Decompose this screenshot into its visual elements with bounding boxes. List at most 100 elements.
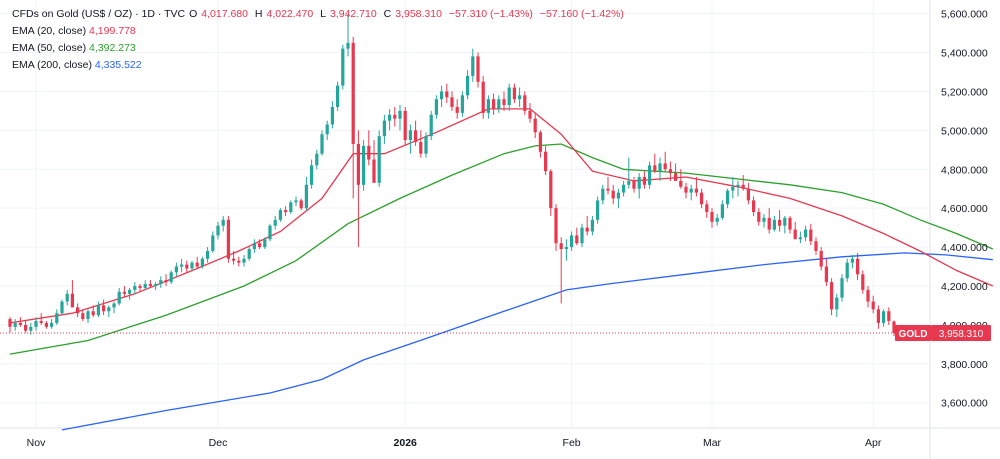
candle-body bbox=[512, 87, 517, 100]
candle bbox=[179, 258, 184, 273]
candle bbox=[601, 184, 605, 205]
candle-body bbox=[257, 243, 262, 248]
candle bbox=[481, 75, 485, 119]
candle bbox=[81, 309, 85, 321]
candle-body bbox=[44, 322, 49, 327]
candle-body bbox=[65, 293, 69, 302]
candle bbox=[835, 293, 839, 318]
candle-body bbox=[892, 321, 896, 334]
y-tick-label: 4,200.000 bbox=[941, 281, 988, 293]
candle bbox=[361, 140, 366, 191]
last-price-text: 3,958.310 bbox=[939, 329, 984, 340]
close-value: 3,958.310 bbox=[395, 8, 442, 20]
candle-body bbox=[465, 75, 470, 96]
candle bbox=[705, 200, 709, 218]
low-label: L bbox=[320, 8, 326, 20]
candle bbox=[330, 101, 335, 129]
candle bbox=[429, 110, 433, 141]
candle-body bbox=[835, 297, 839, 310]
candle bbox=[798, 231, 803, 244]
candle bbox=[424, 132, 428, 158]
candle bbox=[876, 305, 881, 329]
legend-ema50[interactable]: EMA (50, close) 4,392.273 bbox=[12, 40, 628, 57]
candle-body bbox=[673, 173, 678, 181]
candle bbox=[476, 52, 480, 88]
candle-body bbox=[112, 303, 116, 308]
candle bbox=[502, 91, 506, 111]
close-label: C bbox=[383, 8, 392, 20]
candle-body bbox=[315, 153, 319, 166]
candle-body bbox=[169, 272, 173, 283]
candle bbox=[387, 108, 392, 131]
candle bbox=[590, 215, 595, 236]
candle-body bbox=[564, 247, 569, 250]
candle bbox=[689, 184, 693, 201]
candle-body bbox=[429, 114, 433, 137]
candle bbox=[616, 188, 621, 209]
candle bbox=[559, 237, 563, 304]
candle bbox=[112, 301, 116, 314]
candle-body bbox=[237, 260, 241, 263]
y-tick-label: 3,600.000 bbox=[941, 398, 988, 410]
candle bbox=[122, 285, 127, 298]
candle-body bbox=[887, 311, 891, 321]
candle-body bbox=[361, 145, 366, 185]
candle-body bbox=[772, 219, 777, 230]
candle-body bbox=[809, 229, 813, 242]
candle-body bbox=[231, 258, 236, 261]
candle bbox=[465, 70, 470, 100]
candle-body bbox=[762, 217, 766, 222]
candle bbox=[632, 177, 636, 193]
candle-body bbox=[731, 186, 735, 191]
candle bbox=[736, 180, 740, 197]
candle-body bbox=[122, 291, 127, 294]
candle bbox=[845, 258, 849, 283]
candle-body bbox=[29, 326, 33, 331]
candle bbox=[398, 105, 402, 131]
legend-ema20[interactable]: EMA (20, close) 4,199.778 bbox=[12, 23, 628, 40]
candle-body bbox=[840, 278, 844, 298]
candle bbox=[309, 159, 314, 189]
candle bbox=[881, 309, 886, 327]
candle-body bbox=[159, 280, 163, 285]
candle bbox=[200, 256, 205, 269]
candle bbox=[751, 196, 756, 216]
candle-body bbox=[320, 134, 324, 154]
candle-body bbox=[554, 208, 558, 244]
candle bbox=[190, 260, 194, 271]
open-value: 4,017.680 bbox=[201, 8, 248, 20]
candle-body bbox=[871, 301, 875, 310]
legend-ema200[interactable]: EMA (200, close) 4,335.522 bbox=[12, 57, 628, 74]
candle bbox=[606, 177, 610, 195]
candle-body bbox=[153, 284, 158, 286]
candle bbox=[814, 237, 818, 255]
y-tick-label: 4,600.000 bbox=[941, 203, 988, 215]
candle-body bbox=[13, 322, 17, 327]
candle bbox=[346, 13, 350, 57]
candle-body bbox=[325, 124, 329, 135]
change-value: −57.310 (−1.43%) bbox=[448, 8, 533, 20]
candle bbox=[294, 196, 298, 207]
candle bbox=[450, 91, 454, 111]
legend-header: CFDs on Gold (US$ / OZ) · 1D · TVC O 4,017… bbox=[12, 6, 628, 23]
candle bbox=[850, 254, 855, 269]
candle bbox=[699, 188, 704, 209]
candle bbox=[34, 317, 38, 331]
candle bbox=[75, 303, 80, 318]
candle-body bbox=[616, 192, 621, 199]
candle-body bbox=[699, 192, 704, 205]
candle bbox=[237, 256, 241, 267]
candle-body bbox=[351, 42, 355, 144]
candle bbox=[637, 173, 641, 199]
candle-body bbox=[263, 239, 267, 248]
candle-body bbox=[268, 225, 272, 240]
candle bbox=[455, 99, 459, 119]
candle bbox=[226, 215, 231, 263]
candle-body bbox=[793, 229, 797, 240]
candle-body bbox=[242, 258, 246, 263]
candle bbox=[866, 285, 870, 308]
candle-body bbox=[476, 56, 480, 82]
candle-body bbox=[829, 282, 834, 310]
candle-body bbox=[751, 200, 756, 213]
